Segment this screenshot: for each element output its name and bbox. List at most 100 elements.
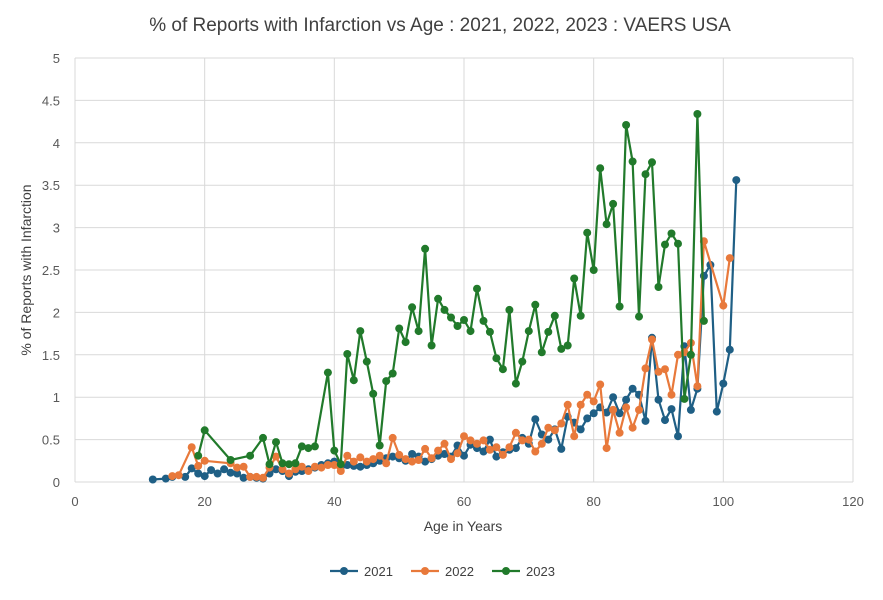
- data-point: [220, 465, 229, 474]
- data-point: [654, 395, 663, 404]
- chart-title: % of Reports with Infarction vs Age : 20…: [149, 15, 731, 36]
- data-point: [511, 428, 520, 437]
- data-point: [563, 400, 572, 409]
- data-point: [161, 474, 170, 483]
- data-point: [233, 469, 242, 478]
- data-point: [511, 379, 520, 388]
- y-axis-ticks: 0 0.5 1 1.5 2 2.5 3 3.5 4 4.5 5: [42, 51, 60, 490]
- data-point: [583, 414, 592, 423]
- data-point: [375, 441, 384, 450]
- data-point: [349, 376, 358, 385]
- data-point: [246, 451, 255, 460]
- data-point: [589, 409, 598, 418]
- data-point: [602, 408, 611, 417]
- legend-item-2023: 2023: [492, 564, 555, 579]
- data-point: [615, 302, 624, 311]
- data-point: [194, 469, 203, 478]
- data-point: [174, 471, 183, 480]
- data-point: [447, 313, 455, 322]
- data-point: [583, 390, 592, 399]
- data-point: [563, 341, 572, 350]
- data-point: [395, 450, 404, 459]
- data-point: [609, 393, 618, 402]
- legend: 2021 2022 2023: [330, 564, 555, 579]
- data-point: [473, 284, 481, 293]
- data-point: [330, 446, 339, 455]
- data-point: [531, 415, 540, 424]
- data-point: [421, 244, 430, 253]
- data-point: [362, 457, 371, 466]
- data-point: [453, 449, 462, 458]
- data-point: [498, 365, 507, 374]
- data-point: [297, 462, 306, 471]
- data-point: [421, 444, 430, 453]
- data-point: [272, 452, 280, 461]
- data-point: [583, 228, 592, 237]
- data-point: [492, 354, 501, 363]
- data-point: [492, 452, 501, 461]
- data-point: [200, 456, 209, 465]
- series-2023: [194, 110, 708, 469]
- data-point: [310, 442, 319, 451]
- data-point: [648, 335, 656, 344]
- data-point: [602, 220, 611, 229]
- data-point: [460, 451, 468, 460]
- legend-item-2021: 2021: [330, 564, 393, 579]
- data-point: [168, 472, 177, 481]
- data-point: [719, 301, 728, 310]
- data-point: [356, 453, 365, 462]
- legend-label: 2021: [364, 564, 393, 579]
- data-point: [518, 436, 527, 445]
- data-point: [550, 426, 559, 435]
- series-line-2021: [152, 180, 738, 481]
- data-point: [641, 416, 650, 425]
- data-point: [440, 305, 449, 314]
- data-point: [395, 324, 404, 333]
- data-point: [388, 433, 397, 442]
- data-point: [667, 390, 676, 399]
- data-point: [641, 170, 650, 179]
- data-point: [693, 382, 702, 391]
- data-point: [304, 444, 313, 453]
- y-tick-label: 0: [53, 475, 60, 490]
- data-point: [628, 157, 637, 166]
- data-point: [181, 472, 190, 481]
- data-point: [252, 472, 261, 481]
- x-axis-title: Age in Years: [424, 518, 503, 534]
- data-point: [408, 457, 417, 466]
- data-point: [272, 465, 280, 474]
- x-tick-label: 20: [197, 494, 211, 509]
- data-point: [712, 407, 721, 416]
- data-point: [524, 435, 533, 444]
- data-point: [382, 377, 391, 386]
- data-point: [349, 457, 358, 466]
- data-point: [304, 467, 313, 475]
- data-point: [401, 338, 410, 347]
- data-point: [259, 473, 267, 482]
- data-point: [537, 439, 546, 448]
- data-point: [699, 271, 708, 280]
- data-point: [408, 303, 417, 312]
- data-point: [589, 266, 598, 274]
- data-point: [375, 451, 384, 460]
- data-point: [570, 432, 579, 441]
- data-point: [485, 445, 494, 454]
- data-point: [485, 327, 494, 336]
- data-point: [576, 311, 585, 320]
- data-point: [427, 454, 436, 463]
- data-point: [550, 311, 559, 320]
- data-point: [531, 300, 540, 309]
- data-point: [226, 468, 235, 477]
- x-tick-label: 100: [712, 494, 734, 509]
- data-point: [265, 460, 274, 469]
- data-point: [323, 368, 332, 377]
- data-point: [388, 369, 397, 378]
- data-point: [239, 462, 248, 471]
- data-point: [194, 451, 203, 460]
- data-point: [336, 460, 345, 469]
- data-point: [226, 456, 235, 464]
- data-point: [719, 379, 728, 388]
- data-point: [628, 384, 637, 393]
- legend-swatch-marker: [340, 567, 348, 575]
